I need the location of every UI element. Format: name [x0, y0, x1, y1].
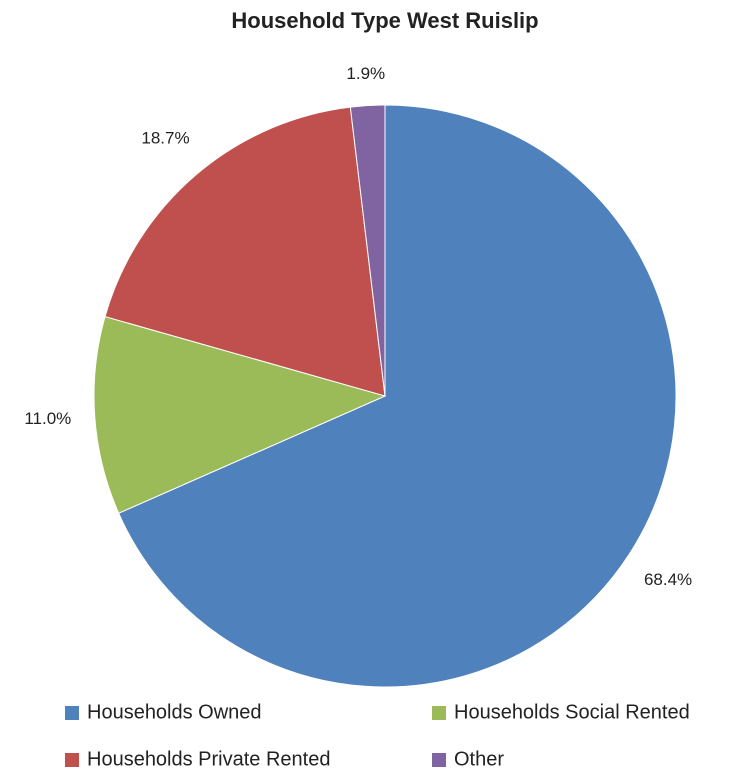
- legend-swatch: [65, 706, 79, 720]
- pie-slice: [93, 315, 387, 514]
- legend-swatch: [432, 753, 446, 767]
- pie-slice: [349, 104, 386, 397]
- legend-label: Households Owned: [87, 701, 262, 723]
- chart-title: Household Type West Ruislip: [231, 8, 538, 33]
- legend-label: Other: [454, 748, 504, 770]
- legend-swatch: [432, 706, 446, 720]
- data-label: 18.7%: [141, 128, 189, 147]
- data-label: 11.0%: [24, 409, 71, 428]
- data-label: 1.9%: [346, 64, 385, 83]
- legend-label: Households Social Rented: [454, 701, 690, 723]
- pie-slice: [104, 106, 386, 397]
- data-label: 68.4%: [644, 570, 692, 589]
- legend-swatch: [65, 753, 79, 767]
- pie-slice: [118, 104, 677, 688]
- legend-label: Households Private Rented: [87, 748, 330, 770]
